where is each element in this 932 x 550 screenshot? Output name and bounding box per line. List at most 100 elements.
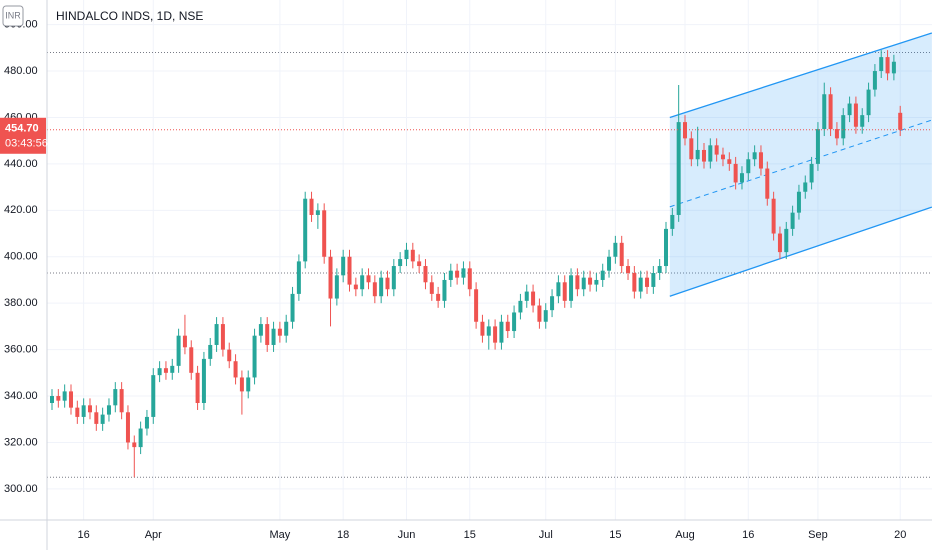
candle-body — [569, 275, 574, 301]
candle-body — [385, 277, 390, 290]
candle-body — [493, 326, 498, 343]
candle-body — [670, 214, 675, 229]
candle-body — [657, 266, 662, 273]
candle-body — [847, 103, 852, 116]
y-tick-label: 480.00 — [4, 65, 38, 77]
candle-body — [784, 228, 789, 253]
currency-box[interactable] — [2, 5, 24, 27]
candle-body — [290, 293, 295, 322]
candle-body — [486, 326, 491, 336]
candle-body — [645, 277, 650, 287]
y-tick-label: 420.00 — [4, 204, 38, 216]
candle-body — [404, 249, 409, 260]
candle-body — [94, 412, 99, 424]
candle-body — [872, 71, 877, 90]
x-tick-label: 15 — [464, 529, 476, 541]
candle-body — [455, 270, 460, 278]
candle-body — [277, 328, 282, 336]
price-label: 454.70 — [5, 123, 39, 135]
x-tick-label: 18 — [337, 529, 349, 541]
candle-body — [600, 270, 605, 280]
candle-body — [853, 103, 858, 127]
y-tick-label: 320.00 — [4, 436, 38, 448]
candle-body — [246, 377, 251, 392]
candle-body — [543, 310, 548, 322]
channel-mid — [669, 119, 932, 208]
candle-body — [50, 396, 54, 403]
candle-body — [752, 152, 757, 160]
grid — [47, 0, 932, 520]
x-tick-label: May — [269, 529, 290, 541]
channel-upper — [669, 32, 932, 119]
candle-body — [505, 321, 510, 332]
y-tick-label: 340.00 — [4, 390, 38, 402]
candle-body — [227, 349, 232, 362]
currency-label[interactable]: INR — [5, 10, 21, 20]
candle-body — [720, 154, 725, 160]
candle-body — [81, 405, 86, 417]
candle-body — [265, 324, 270, 345]
candle-body — [258, 324, 263, 336]
candle-body — [214, 324, 219, 345]
candle-body — [284, 321, 289, 336]
candle-body — [499, 321, 504, 343]
candle-body — [701, 149, 706, 162]
candle-body — [106, 405, 111, 415]
candle-body — [220, 324, 225, 350]
candle-body — [739, 173, 744, 183]
x-tick-label: Jul — [539, 529, 553, 541]
candle-body — [442, 279, 447, 301]
candle-body — [372, 282, 377, 297]
x-tick-label: 16 — [78, 529, 90, 541]
candle-body — [334, 275, 339, 299]
candle-body — [860, 115, 865, 127]
candle-body — [157, 368, 162, 376]
candle-body — [474, 289, 479, 322]
candle-body — [239, 377, 244, 392]
candle-body — [347, 256, 352, 285]
candle-body — [588, 277, 593, 285]
candle-body — [613, 242, 618, 257]
candle-body — [341, 256, 346, 276]
candle-body — [75, 407, 80, 417]
candle-body — [182, 335, 187, 348]
candle-body — [138, 428, 143, 448]
candle-body — [56, 396, 61, 401]
channel-lower — [669, 206, 932, 297]
candle-body — [815, 129, 820, 164]
candle-body — [480, 321, 485, 336]
candle-body — [771, 198, 776, 234]
candle-body — [68, 391, 73, 408]
candle-body — [695, 149, 700, 160]
candle-body — [562, 282, 567, 301]
candle-body — [683, 122, 687, 139]
plot-area — [47, 32, 932, 478]
candle-body — [626, 266, 631, 273]
y-tick-label: 400.00 — [4, 251, 38, 263]
candle-body — [708, 145, 713, 162]
candle-body — [208, 344, 213, 359]
candle-body — [163, 368, 168, 373]
candle-body — [866, 89, 871, 116]
candle-body — [303, 198, 308, 262]
candle-body — [398, 259, 403, 267]
y-tick-label: 300.00 — [4, 483, 38, 495]
candle-body — [594, 279, 599, 285]
y-tick-label: 440.00 — [4, 158, 38, 170]
candle-body — [417, 261, 422, 267]
x-tick-label: 16 — [742, 529, 754, 541]
candle-body — [607, 256, 612, 271]
candle-body — [689, 138, 694, 160]
candle-body — [524, 291, 529, 301]
candle-body — [550, 296, 555, 311]
candle-body — [366, 275, 371, 283]
candle-body — [296, 261, 301, 294]
candle-body — [271, 328, 276, 345]
candle-body — [360, 275, 365, 290]
candle-body — [581, 277, 586, 290]
candle-body — [733, 163, 738, 183]
candle-body — [809, 163, 814, 183]
candle-body — [448, 270, 453, 280]
candle-body — [575, 275, 580, 290]
candle-body — [201, 358, 206, 403]
